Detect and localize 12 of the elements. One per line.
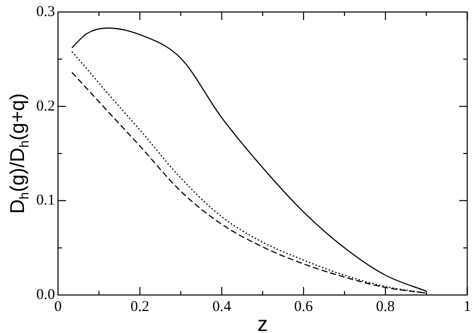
text: 0.4 <box>212 298 232 315</box>
text: 0.6 <box>294 298 313 315</box>
x-tick-label: 0 <box>54 298 62 315</box>
x-tick-label: 1 <box>464 298 471 315</box>
y-axis-title: Dh(g)/Dh(g+q) <box>7 93 32 214</box>
y-tick-label: 0.3 <box>36 4 55 20</box>
text: 0.8 <box>376 298 395 315</box>
y-tick-label: 0.0 <box>36 286 55 303</box>
y-tick-label: 0.2 <box>36 98 55 114</box>
x-axis-title: z <box>257 313 268 333</box>
y-tick-label: 0.1 <box>36 192 55 209</box>
text: 0.2 <box>130 298 150 315</box>
